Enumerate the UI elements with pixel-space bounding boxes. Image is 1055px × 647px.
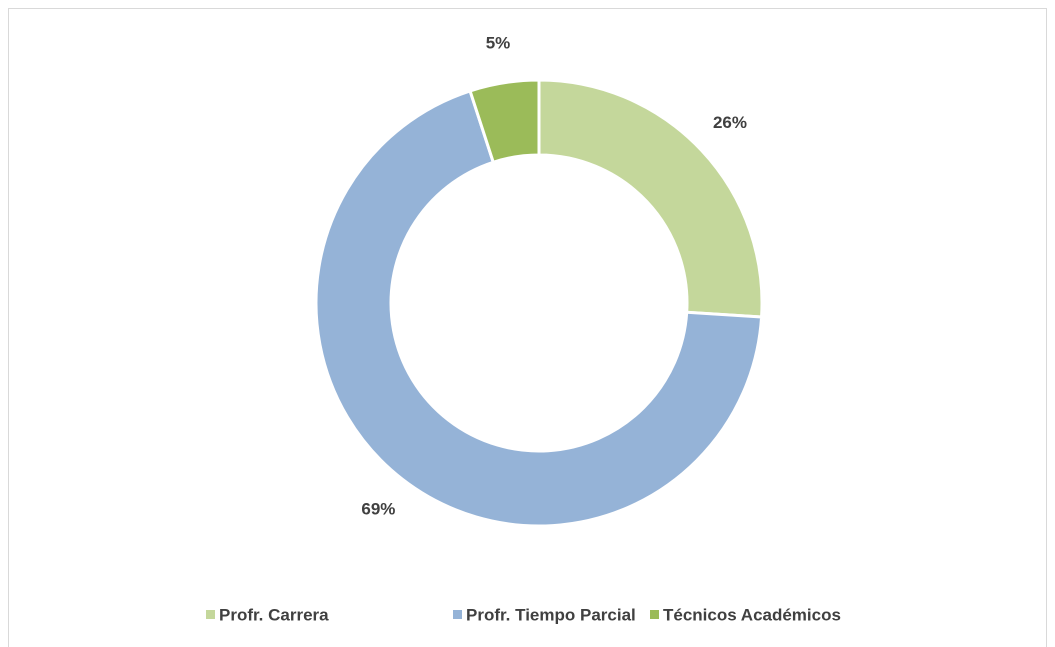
data-label: 69% bbox=[361, 500, 395, 519]
donut-segment bbox=[537, 78, 764, 319]
data-label: 26% bbox=[713, 113, 747, 132]
legend-swatch bbox=[650, 610, 659, 619]
donut-segment bbox=[468, 78, 541, 165]
chart-frame bbox=[8, 8, 1047, 647]
legend-label: Profr. Carrera bbox=[219, 605, 329, 624]
legend-label: Técnicos Académicos bbox=[663, 605, 841, 624]
legend-swatch bbox=[206, 610, 215, 619]
legend-label: Profr. Tiempo Parcial bbox=[466, 605, 636, 624]
data-label: 5% bbox=[486, 34, 511, 53]
legend-swatch bbox=[453, 610, 462, 619]
donut-segment bbox=[314, 89, 764, 528]
